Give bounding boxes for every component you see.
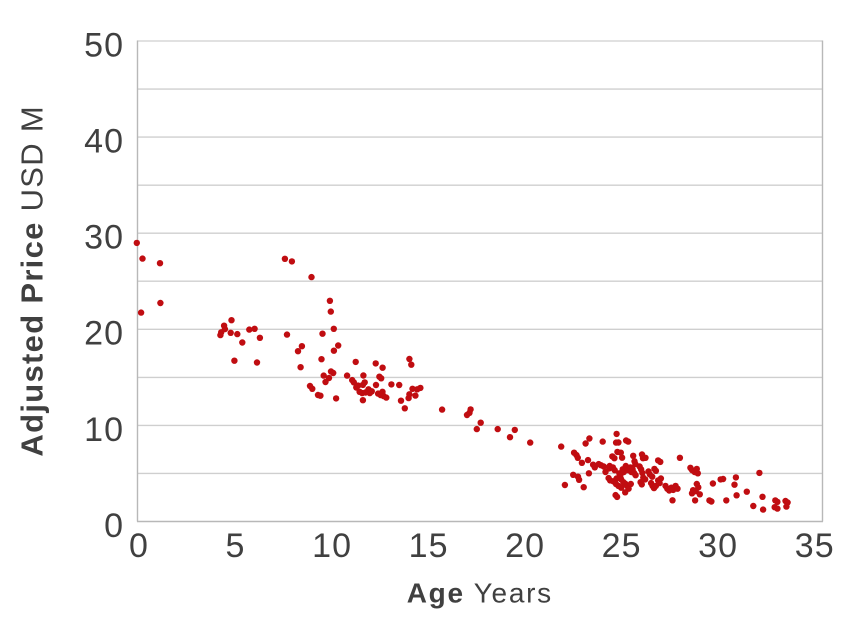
svg-text:40: 40 [84,123,124,161]
svg-text:0: 0 [129,527,149,565]
svg-text:Adjusted Price USD M: Adjusted Price USD M [14,105,49,457]
svg-text:35: 35 [795,527,835,565]
svg-text:20: 20 [84,315,124,353]
svg-text:30: 30 [84,219,124,257]
svg-text:15: 15 [409,527,449,565]
svg-text:20: 20 [505,527,545,565]
svg-text:25: 25 [602,527,642,565]
svg-text:30: 30 [698,527,738,565]
svg-text:Age Years: Age Years [407,577,553,608]
svg-text:10: 10 [312,527,352,565]
svg-text:50: 50 [84,26,124,64]
svg-text:10: 10 [84,411,124,449]
svg-text:5: 5 [226,527,246,565]
svg-text:0: 0 [104,507,124,545]
